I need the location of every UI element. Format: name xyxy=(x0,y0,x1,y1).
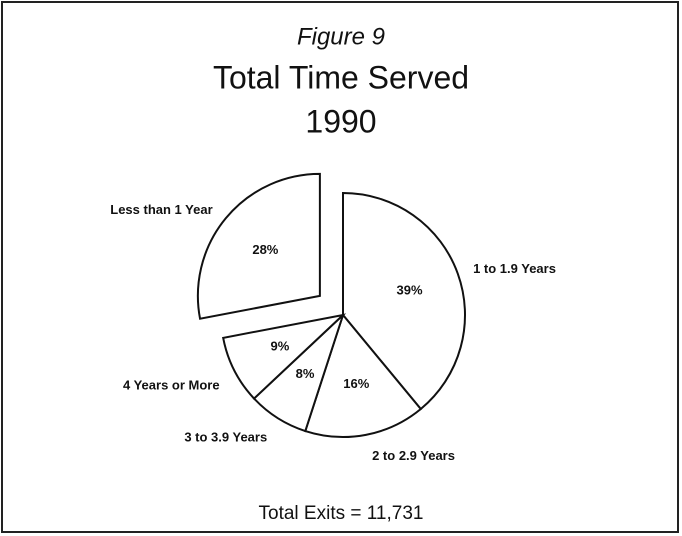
chart-title: Total Time Served xyxy=(213,59,469,95)
chart-subtitle: 1990 xyxy=(305,103,376,139)
slice-label: 3 to 3.9 Years xyxy=(184,430,267,445)
figure-label: Figure 9 xyxy=(297,23,385,50)
slice-label: 4 Years or More xyxy=(123,377,220,392)
value-label: 39% xyxy=(397,282,423,297)
slice-label: 1 to 1.9 Years xyxy=(473,261,556,276)
slice-label: Less than 1 Year xyxy=(110,202,212,217)
pie-slice xyxy=(196,172,321,320)
value-label: 28% xyxy=(252,242,278,257)
value-label: 8% xyxy=(296,366,315,381)
value-label: 16% xyxy=(343,376,369,391)
pie-slice xyxy=(342,191,466,411)
pie-slice xyxy=(221,313,347,400)
pie-slice xyxy=(304,312,423,438)
note: Total Exits = 11,731 xyxy=(259,503,424,524)
value-label: 9% xyxy=(271,339,290,354)
slice-label: 2 to 2.9 Years xyxy=(372,448,455,463)
